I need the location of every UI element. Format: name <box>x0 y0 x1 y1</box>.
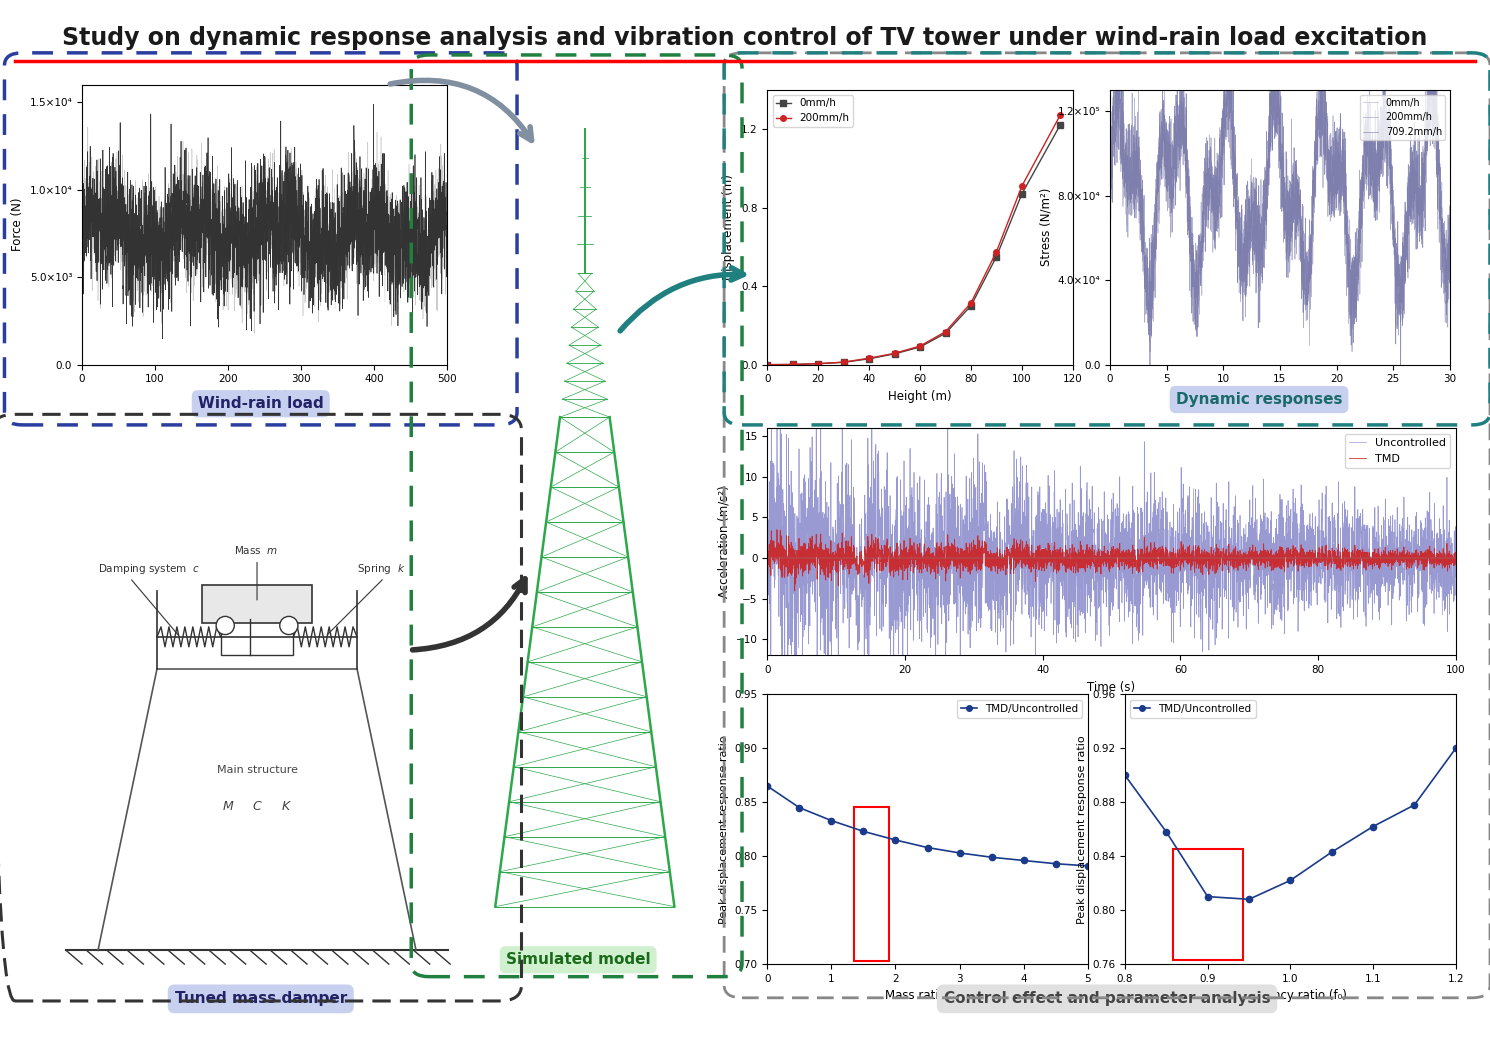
Uncontrolled <box>1447 553 1465 565</box>
709.2mm/h <box>1266 126 1284 138</box>
Text: Damping system  $c$: Damping system $c$ <box>98 561 200 576</box>
Line: 709.2mm/h: 709.2mm/h <box>1110 32 1450 382</box>
TMD <box>1086 549 1104 561</box>
Bar <box>203 585 311 624</box>
0mm/h <box>1119 202 1137 215</box>
TMD <box>1047 557 1065 570</box>
X-axis label: Time (s): Time (s) <box>1256 390 1304 403</box>
Text: Spring  $k$: Spring $k$ <box>358 561 405 576</box>
0mm/h <box>1141 346 1159 358</box>
0mm/h <box>1369 156 1387 169</box>
Legend: TMD/Uncontrolled: TMD/Uncontrolled <box>957 700 1083 718</box>
0mm/h <box>1101 198 1119 210</box>
Uncontrolled <box>1047 582 1065 595</box>
Legend: 0mm/h, 200mm/h: 0mm/h, 200mm/h <box>772 95 852 127</box>
200mm/h <box>1264 32 1281 44</box>
TMD <box>785 585 803 597</box>
200mm/h <box>1101 164 1119 177</box>
Y-axis label: Stress (N/m²): Stress (N/m²) <box>1039 188 1052 266</box>
Text: Tuned mass damper: Tuned mass damper <box>174 991 347 1006</box>
709.2mm/h <box>1101 204 1119 217</box>
709.2mm/h <box>1392 375 1410 388</box>
200mm/h <box>1432 212 1450 225</box>
Y-axis label: Peak displacement response ratio: Peak displacement response ratio <box>720 735 729 924</box>
Line: 200mm/h: 200mm/h <box>1110 38 1450 352</box>
200mm/h <box>1369 182 1387 194</box>
X-axis label: Height (m): Height (m) <box>888 390 952 403</box>
200mm/h <box>1266 98 1284 111</box>
Uncontrolled <box>1259 563 1277 576</box>
Bar <box>1173 850 1243 960</box>
709.2mm/h <box>1441 208 1459 221</box>
Uncontrolled <box>1426 581 1444 594</box>
200mm/h <box>1430 193 1448 206</box>
0mm/h <box>1219 49 1237 61</box>
Text: Control effect and parameter analysis: Control effect and parameter analysis <box>943 991 1271 1006</box>
Uncontrolled <box>1053 504 1071 517</box>
Text: Wind-rain load: Wind-rain load <box>198 396 323 411</box>
709.2mm/h <box>1222 25 1240 38</box>
Text: $M$     $C$     $K$: $M$ $C$ $K$ <box>222 799 292 813</box>
Circle shape <box>216 616 234 634</box>
Text: Study on dynamic response analysis and vibration control of TV tower under wind-: Study on dynamic response analysis and v… <box>63 26 1427 51</box>
Uncontrolled <box>767 394 785 407</box>
Y-axis label: Acceleration (m/s²): Acceleration (m/s²) <box>717 485 730 598</box>
Y-axis label: Force (N): Force (N) <box>10 198 24 252</box>
Circle shape <box>280 616 298 634</box>
Line: 0mm/h: 0mm/h <box>1110 55 1450 352</box>
Text: Dynamic responses: Dynamic responses <box>1176 392 1342 407</box>
Line: TMD: TMD <box>767 530 1456 591</box>
0mm/h <box>1430 193 1448 206</box>
Uncontrolled <box>785 736 803 748</box>
Y-axis label: Displacement (m): Displacement (m) <box>723 174 736 280</box>
Uncontrolled <box>1086 537 1104 550</box>
X-axis label: Time (s): Time (s) <box>1088 681 1135 693</box>
0mm/h <box>1441 228 1459 241</box>
200mm/h <box>1119 164 1137 177</box>
Legend: 0mm/h, 200mm/h, 709.2mm/h: 0mm/h, 200mm/h, 709.2mm/h <box>1360 95 1445 141</box>
200mm/h <box>1441 251 1459 263</box>
Uncontrolled <box>1392 525 1410 538</box>
Legend: TMD/Uncontrolled: TMD/Uncontrolled <box>1129 700 1256 718</box>
X-axis label: Mass ratio (%): Mass ratio (%) <box>885 989 970 1002</box>
Y-axis label: Peak displacement response ratio: Peak displacement response ratio <box>1077 735 1086 924</box>
TMD <box>758 538 776 551</box>
X-axis label: Frequency ratio (f₀): Frequency ratio (f₀) <box>1234 989 1347 1002</box>
Bar <box>854 806 890 961</box>
TMD <box>1259 554 1277 567</box>
TMD <box>1053 543 1071 556</box>
709.2mm/h <box>1369 155 1387 168</box>
TMD <box>1447 552 1465 564</box>
0mm/h <box>1432 225 1450 238</box>
Uncontrolled <box>758 476 776 488</box>
Line: Uncontrolled: Uncontrolled <box>767 401 1456 742</box>
Text: Mass  $m$: Mass $m$ <box>234 544 279 556</box>
Text: Main structure: Main structure <box>216 765 298 775</box>
Legend: Uncontrolled, TMD: Uncontrolled, TMD <box>1345 433 1450 468</box>
0mm/h <box>1266 66 1284 78</box>
709.2mm/h <box>1430 202 1448 215</box>
200mm/h <box>1258 235 1275 247</box>
709.2mm/h <box>1119 155 1137 168</box>
X-axis label: Time (s): Time (s) <box>240 390 289 403</box>
TMD <box>1392 546 1410 559</box>
709.2mm/h <box>1432 214 1450 226</box>
Bar <box>221 618 294 655</box>
TMD <box>1426 557 1444 570</box>
709.2mm/h <box>1258 125 1275 137</box>
200mm/h <box>1342 346 1360 358</box>
TMD <box>767 523 785 536</box>
Text: Simulated model: Simulated model <box>505 952 651 967</box>
0mm/h <box>1258 207 1275 220</box>
